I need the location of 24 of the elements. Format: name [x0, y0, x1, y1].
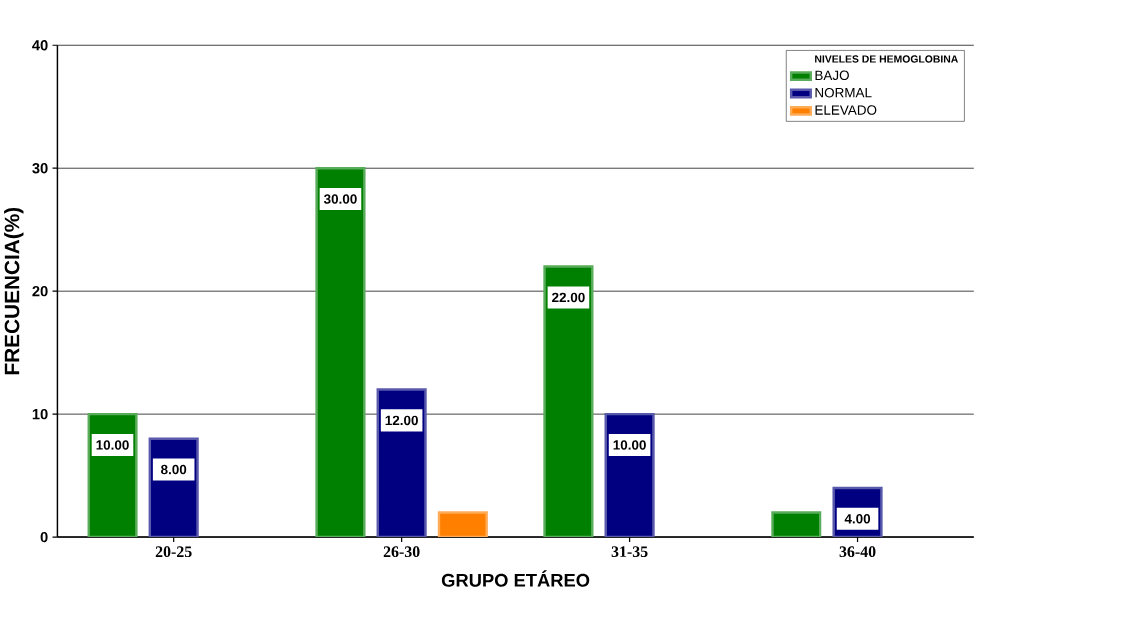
y-tick-label: 10	[32, 409, 48, 420]
x-tick-label: 36-40	[839, 546, 876, 558]
y-tick-label: 40	[32, 40, 48, 51]
y-tick-label: 0	[40, 531, 48, 543]
bar	[315, 167, 366, 538]
data-label: 8.00	[161, 464, 187, 475]
data-label: 4.00	[844, 514, 871, 524]
legend-label: BAJO	[815, 70, 849, 81]
x-tick-label: 26-30	[383, 546, 420, 558]
x-axis-title: GRUPO ETÁREO	[441, 570, 590, 587]
data-label: 10.00	[613, 440, 646, 450]
legend-label: NORMAL	[815, 87, 872, 98]
legend-title: NIVELES DE HEMOGLOBINA	[815, 55, 959, 63]
y-axis-title: FRECUENCIA(%)	[4, 207, 24, 375]
bar	[543, 265, 594, 538]
y-tick-label: 20	[32, 286, 48, 297]
data-label: 22.00	[552, 292, 585, 303]
y-tick-label: 30	[32, 163, 48, 174]
x-tick-label: 31-35	[611, 546, 648, 558]
data-label: 10.00	[96, 440, 129, 450]
legend-label: ELEVADO	[815, 105, 877, 115]
x-tick-label: 20-25	[155, 546, 192, 558]
data-label: 30.00	[323, 194, 357, 204]
data-label: 12.00	[385, 415, 418, 426]
